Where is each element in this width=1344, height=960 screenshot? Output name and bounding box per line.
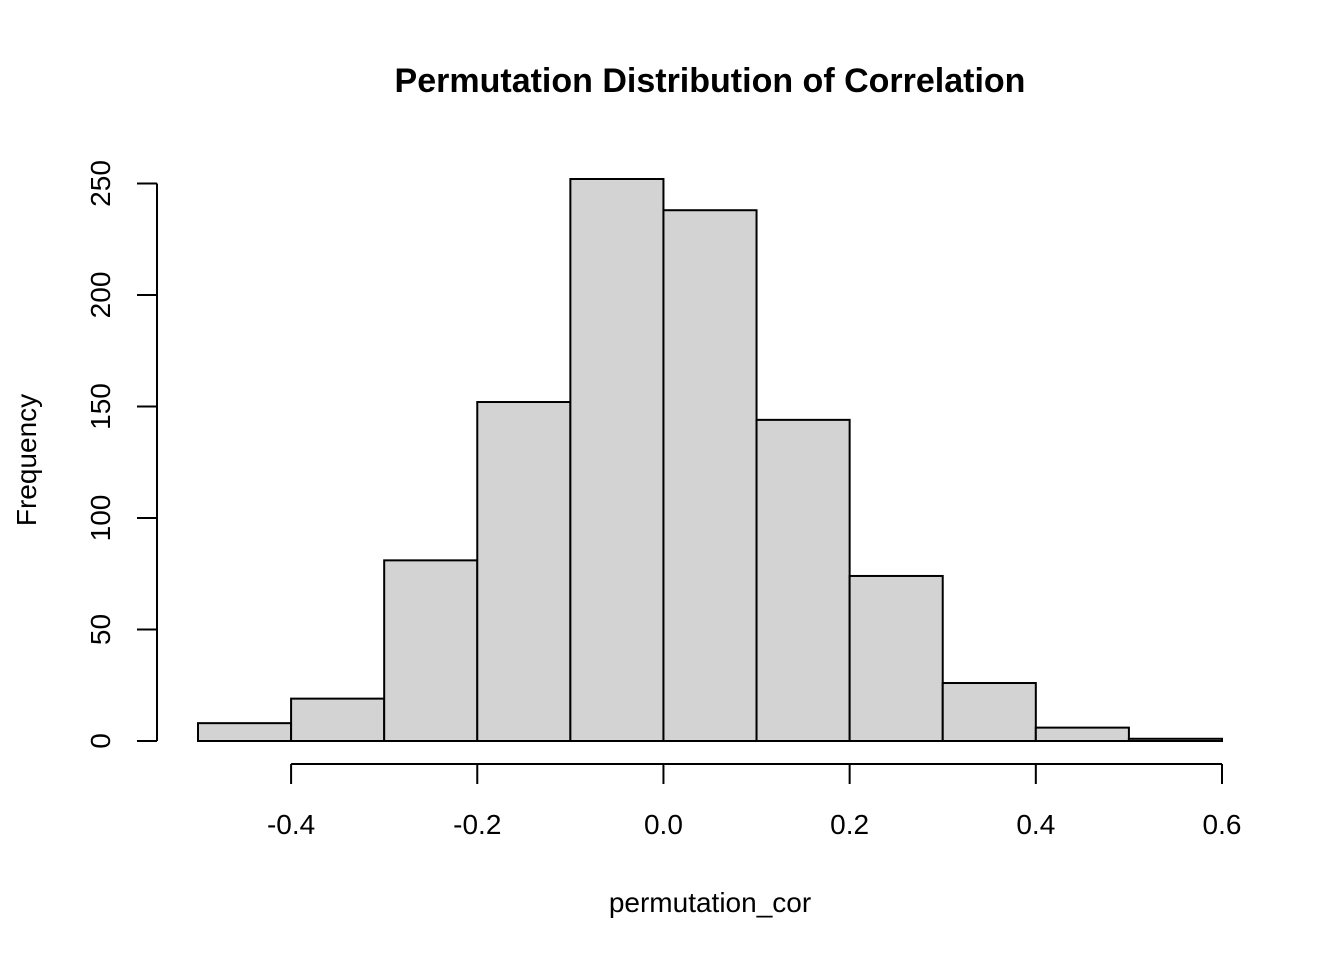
x-axis-title: permutation_cor [609,887,811,918]
histogram-bar [569,178,665,742]
histogram-bar [848,574,944,743]
histogram-bar [1034,726,1130,742]
y-tick-label: 150 [85,383,116,430]
y-tick-label: 200 [85,272,116,319]
histogram-bar [290,697,386,743]
y-tick-label: 250 [85,160,116,207]
y-axis: 0 50 100 150 200 250 [85,160,158,749]
histogram-bars [197,178,1223,743]
x-tick-label: 0.6 [1203,809,1242,840]
x-axis: -0.4 -0.2 0.0 0.2 0.4 0.6 [267,763,1242,840]
x-tick-label: -0.2 [453,809,501,840]
histogram-bar [1127,737,1223,742]
histogram-bar [197,722,293,743]
histogram-bar [476,401,572,742]
x-tick-label: 0.4 [1016,809,1055,840]
x-tick-label: 0.2 [830,809,869,840]
y-axis-title: Frequency [11,394,42,526]
x-tick-label: 0.0 [644,809,683,840]
y-tick-label: 50 [85,614,116,645]
chart-title: Permutation Distribution of Correlation [395,62,1026,100]
y-tick-label: 0 [85,733,116,749]
histogram-bar [383,559,479,742]
y-tick-label: 100 [85,495,116,542]
histogram-bar [941,682,1037,742]
histogram-bar [662,209,758,742]
x-tick-label: -0.4 [267,809,315,840]
histogram-bar [755,418,851,742]
